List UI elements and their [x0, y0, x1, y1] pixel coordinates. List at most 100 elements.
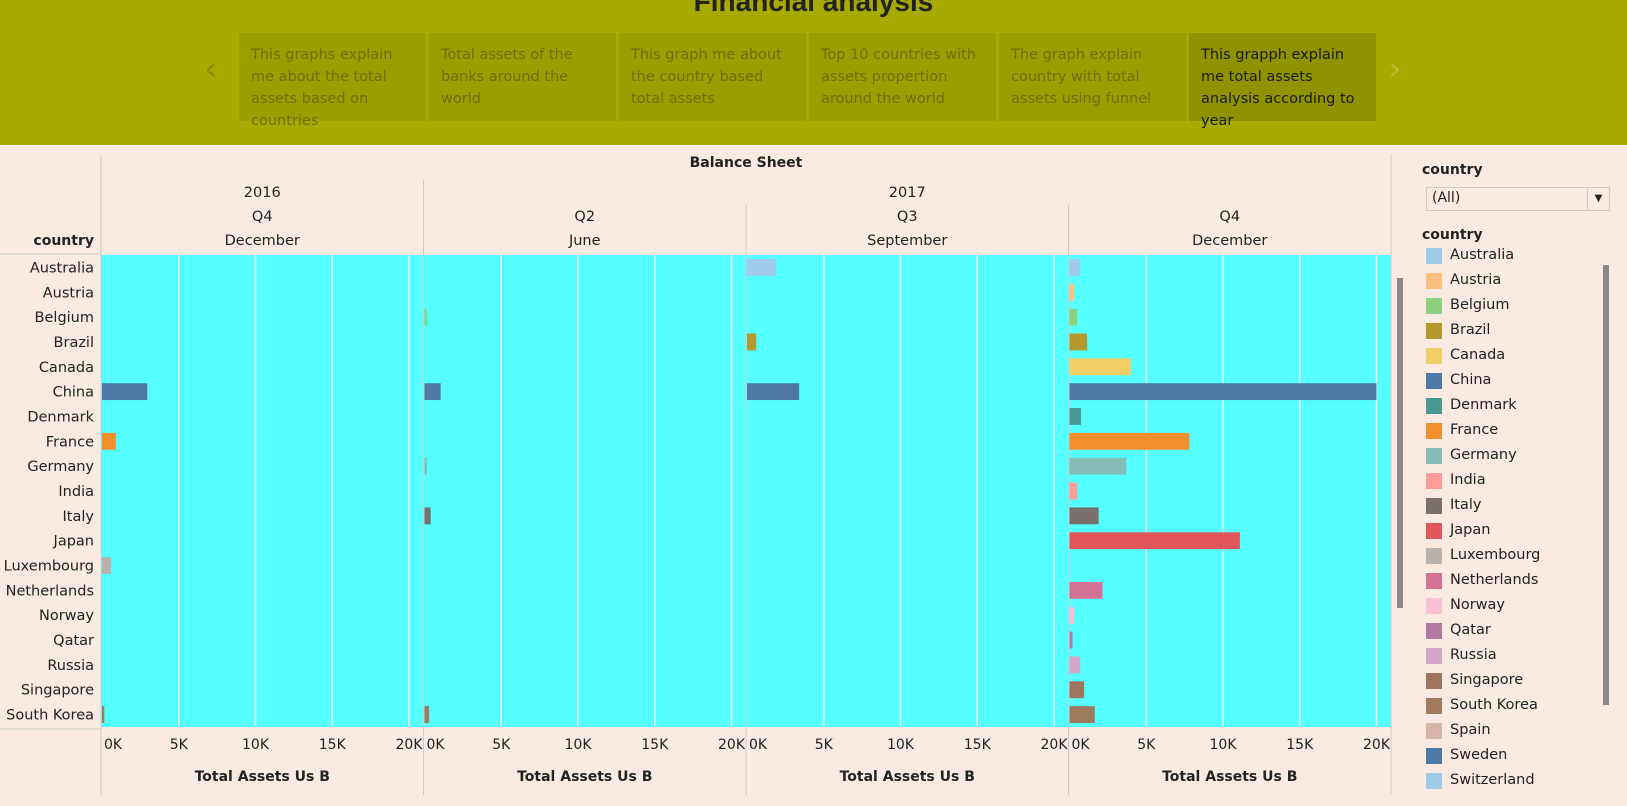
- chart-svg: Balance Sheet country 2016 2017 Australia Aus…: [0, 155, 1392, 795]
- legend-label: Japan: [1450, 522, 1491, 538]
- legend-item[interactable]: France: [1426, 420, 1594, 445]
- legend-label: China: [1450, 372, 1492, 388]
- legend-swatch: [1426, 623, 1442, 639]
- x-tick-label: 0K: [427, 737, 446, 753]
- legend-label: Brazil: [1450, 322, 1491, 338]
- chevron-down-icon[interactable]: ▼: [1587, 188, 1609, 210]
- legend-label: Luxembourg: [1450, 547, 1541, 563]
- bar-italy: [424, 507, 431, 525]
- legend-item[interactable]: Italy: [1426, 495, 1594, 520]
- legend-swatch: [1426, 498, 1442, 514]
- legend-swatch: [1426, 673, 1442, 689]
- bar-south-korea: [102, 706, 105, 723]
- legend-swatch: [1426, 773, 1442, 789]
- bar-france: [1069, 432, 1190, 450]
- legend-item[interactable]: Japan: [1426, 520, 1594, 545]
- legend-item[interactable]: Denmark: [1426, 395, 1594, 420]
- bar-qatar: [1069, 631, 1073, 649]
- row-label: Belgium: [35, 310, 94, 326]
- bar-china: [747, 383, 800, 401]
- legend-scrollbar[interactable]: [1598, 245, 1614, 790]
- x-axis-title: Total Assets Us B: [195, 769, 330, 785]
- bar-austria: [1069, 283, 1075, 301]
- legend-item[interactable]: Luxembourg: [1426, 545, 1594, 570]
- legend-title: country: [1422, 227, 1483, 243]
- story-point-1[interactable]: This graphs explain me about the total a…: [239, 33, 426, 129]
- row-label: Luxembourg: [4, 559, 94, 575]
- bar-luxembourg: [102, 557, 112, 574]
- row-label: Denmark: [27, 409, 94, 425]
- story-title: Financial analysis: [693, 0, 934, 17]
- chevron-left-icon[interactable]: ‹: [204, 49, 218, 89]
- row-label: Qatar: [53, 633, 94, 649]
- bar-japan: [1069, 532, 1240, 550]
- chevron-right-icon[interactable]: ›: [1388, 49, 1402, 89]
- x-tick-label: 5K: [815, 737, 834, 753]
- legend-swatch: [1426, 298, 1442, 314]
- row-label: Germany: [27, 459, 94, 475]
- bar-france: [102, 432, 116, 450]
- chart-scrollbar-thumb[interactable]: [1397, 278, 1403, 608]
- row-label: Russia: [47, 658, 94, 674]
- legend-item[interactable]: Brazil: [1426, 320, 1594, 345]
- legend-swatch: [1426, 273, 1442, 289]
- bar-italy: [1069, 507, 1099, 525]
- legend-label: Singapore: [1450, 672, 1524, 688]
- legend-item[interactable]: Qatar: [1426, 620, 1594, 645]
- legend-item[interactable]: Austria: [1426, 270, 1594, 295]
- row-label: Australia: [30, 260, 94, 276]
- bar-norway: [1069, 606, 1075, 624]
- bar-australia: [1069, 259, 1081, 276]
- legend-label: South Korea: [1450, 697, 1538, 713]
- legend-label: Italy: [1450, 497, 1482, 513]
- legend-item[interactable]: Norway: [1426, 595, 1594, 620]
- row-label: Norway: [39, 608, 94, 624]
- x-tick-label: 0K: [1072, 737, 1091, 753]
- x-tick-label: 5K: [492, 737, 511, 753]
- legend-swatch: [1426, 348, 1442, 364]
- legend-item[interactable]: India: [1426, 470, 1594, 495]
- legend-item[interactable]: Sweden: [1426, 745, 1594, 770]
- legend-swatch: [1426, 473, 1442, 489]
- legend-label: Sweden: [1450, 747, 1508, 763]
- year-label: 2016: [244, 185, 281, 201]
- x-tick-label: 0K: [749, 737, 768, 753]
- filter-title: country: [1422, 162, 1483, 178]
- legend-item[interactable]: Belgium: [1426, 295, 1594, 320]
- legend-item[interactable]: Russia: [1426, 645, 1594, 670]
- bar-china: [424, 383, 441, 401]
- legend-item[interactable]: China: [1426, 370, 1594, 395]
- story-point-5[interactable]: The graph explain country with total ass…: [999, 33, 1186, 121]
- year-label: 2017: [889, 185, 926, 201]
- legend-swatch: [1426, 548, 1442, 564]
- legend-item[interactable]: Netherlands: [1426, 570, 1594, 595]
- bar-russia: [1069, 656, 1081, 674]
- month-label: December: [1192, 233, 1267, 249]
- story-point-3[interactable]: This graph me about the country based to…: [619, 33, 806, 121]
- row-label: Canada: [39, 360, 94, 376]
- country-filter-select[interactable]: (All) ▼: [1426, 187, 1610, 211]
- legend-item[interactable]: Singapore: [1426, 670, 1594, 695]
- balance-sheet-chart: Balance Sheet country 2016 2017 Australia Aus…: [0, 145, 1405, 806]
- story-point-6[interactable]: This grapph explain me total assets anal…: [1189, 33, 1376, 129]
- bar-china: [102, 383, 148, 401]
- x-tick-label: 20K: [1363, 737, 1391, 753]
- legend-item[interactable]: Spain: [1426, 720, 1594, 745]
- legend-item[interactable]: Switzerland: [1426, 770, 1594, 790]
- quarter-label: Q4: [252, 209, 273, 225]
- legend-label: Russia: [1450, 647, 1497, 663]
- legend-item[interactable]: Germany: [1426, 445, 1594, 470]
- legend-swatch: [1426, 723, 1442, 739]
- story-point-2[interactable]: Total assets of the banks around the wor…: [429, 33, 616, 121]
- legend-item[interactable]: South Korea: [1426, 695, 1594, 720]
- chart-scrollbar[interactable]: [1395, 248, 1405, 718]
- story-point-4[interactable]: Top 10 countries with assets propertion …: [809, 33, 996, 121]
- legend-swatch: [1426, 573, 1442, 589]
- bar-netherlands: [1069, 581, 1103, 599]
- legend-item[interactable]: Canada: [1426, 345, 1594, 370]
- legend-item[interactable]: Australia: [1426, 245, 1594, 270]
- legend-scrollbar-thumb[interactable]: [1603, 265, 1609, 705]
- legend-label: Germany: [1450, 447, 1517, 463]
- row-label: Japan: [53, 534, 94, 550]
